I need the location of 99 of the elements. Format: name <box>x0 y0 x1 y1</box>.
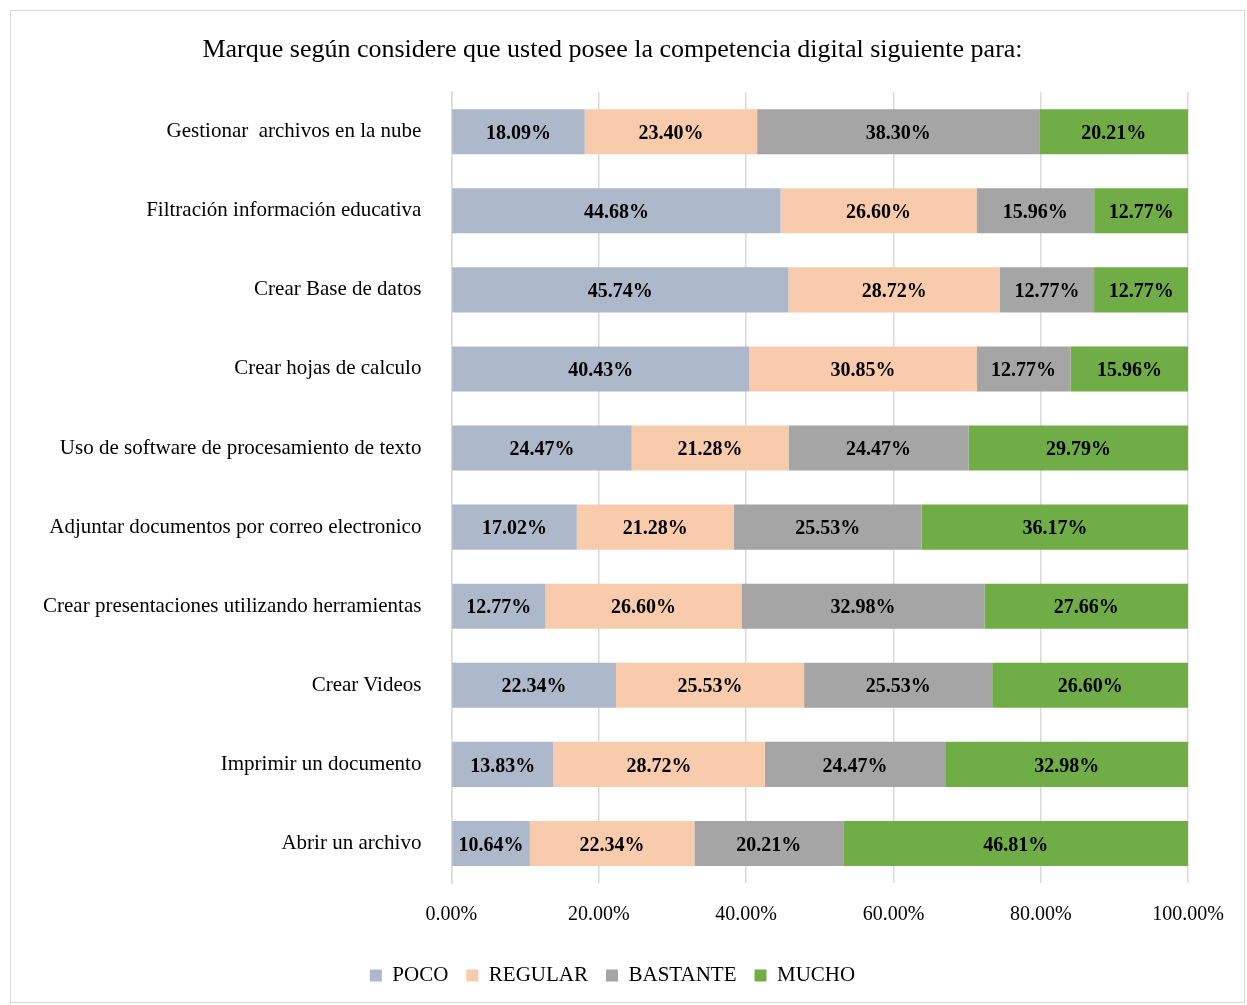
data-label: 18.09% <box>485 120 551 143</box>
y-tick-label: Crear presentaciones utilizando herramientas <box>43 592 422 617</box>
x-tick-label: 60.00% <box>862 902 925 925</box>
y-tick-label: Crear Base de datos <box>254 276 422 301</box>
data-label: 24.47% <box>846 437 912 460</box>
bar <box>804 662 993 708</box>
bar <box>733 504 922 550</box>
data-label: 15.96% <box>1096 358 1162 381</box>
data-label: 26.60% <box>846 199 912 222</box>
legend-label: BASTANTE <box>628 962 737 987</box>
data-label: 20.21% <box>1081 120 1147 143</box>
data-label: 20.21% <box>736 832 802 855</box>
y-tick-label: Uso de software de procesamiento de texto <box>59 434 422 459</box>
data-label: 21.28% <box>622 516 688 539</box>
x-tick-label: 80.00% <box>1009 902 1072 925</box>
bar <box>545 583 742 629</box>
bar <box>584 109 758 155</box>
data-label: 12.77% <box>1014 279 1080 302</box>
bar <box>788 267 1000 313</box>
data-label: 10.64% <box>458 832 524 855</box>
x-tick-label: 0.00% <box>425 902 478 925</box>
y-tick-label: Gestionar archivos en la nube <box>166 118 422 143</box>
bar <box>757 109 1040 155</box>
data-label: 40.43% <box>568 358 634 381</box>
data-label: 24.47% <box>822 753 888 776</box>
x-tick-label: 40.00% <box>715 902 777 925</box>
data-label: 12.77% <box>991 358 1057 381</box>
data-label: 45.74% <box>587 279 653 302</box>
bar <box>749 346 977 392</box>
bar <box>452 346 750 392</box>
y-tick-label: Crear hojas de calculo <box>234 355 422 380</box>
data-label: 17.02% <box>481 516 547 539</box>
data-label: 23.40% <box>638 120 704 143</box>
bar <box>764 741 946 787</box>
x-tick-label: 100.00% <box>1152 902 1225 925</box>
bar <box>945 741 1189 787</box>
bar <box>968 425 1189 471</box>
bar <box>992 662 1189 708</box>
legend-label: POCO <box>392 962 449 987</box>
bar <box>976 346 1071 392</box>
data-label: 28.72% <box>861 279 927 302</box>
data-label: 25.53% <box>677 674 743 697</box>
bar <box>741 583 985 629</box>
bar <box>1094 267 1189 313</box>
bar <box>576 504 734 550</box>
data-label: 12.77% <box>1108 199 1174 222</box>
bar <box>452 267 789 313</box>
bar <box>1039 109 1189 155</box>
legend-label: MUCHO <box>777 962 856 987</box>
bar <box>452 504 577 550</box>
data-label: 44.68% <box>583 199 649 222</box>
data-label: 13.83% <box>470 753 536 776</box>
data-label: 36.17% <box>1022 516 1088 539</box>
bar <box>1094 188 1189 234</box>
data-label: 26.60% <box>610 595 676 618</box>
bar <box>780 188 977 234</box>
bar <box>921 504 1189 550</box>
data-label: 38.30% <box>865 120 931 143</box>
bar <box>616 662 805 708</box>
bar <box>984 583 1189 629</box>
data-label: 12.77% <box>1108 279 1174 302</box>
data-label: 29.79% <box>1046 437 1111 460</box>
bar <box>452 662 617 708</box>
data-label: 25.53% <box>865 674 931 697</box>
chart-title: Marque según considere que usted posee la competencia digital siguiente para: <box>202 34 1023 64</box>
data-label: 30.85% <box>830 358 896 381</box>
data-label: 27.66% <box>1053 595 1119 618</box>
bar <box>452 425 632 471</box>
bar <box>452 583 546 629</box>
y-tick-label: Abrir un archivo <box>281 829 422 854</box>
bar <box>452 109 585 155</box>
data-label: 22.34% <box>579 832 645 855</box>
data-label: 12.77% <box>466 595 532 618</box>
data-label: 24.47% <box>509 437 575 460</box>
legend-label: REGULAR <box>488 962 589 987</box>
y-tick-label: Imprimir un documento <box>220 750 422 775</box>
x-tick-label: 20.00% <box>567 902 630 925</box>
data-label: 15.96% <box>1002 199 1068 222</box>
bar <box>452 188 781 234</box>
bar <box>529 820 695 866</box>
data-label: 22.34% <box>501 674 567 697</box>
bar <box>1000 267 1095 313</box>
y-tick-label: Crear Videos <box>311 671 422 696</box>
data-label: 32.98% <box>1034 753 1100 776</box>
bar <box>843 820 1189 866</box>
bar <box>788 425 969 471</box>
data-label: 25.53% <box>795 516 861 539</box>
bar <box>1070 346 1189 392</box>
data-label: 28.72% <box>626 753 692 776</box>
bar <box>553 741 765 787</box>
bar <box>631 425 789 471</box>
y-tick-label: Filtración información educativa <box>146 197 423 222</box>
bar <box>976 188 1095 234</box>
data-label: 21.28% <box>677 437 743 460</box>
y-tick-label: Adjuntar documentos por correo electronico <box>49 513 422 538</box>
bar <box>694 820 844 866</box>
data-label: 46.81% <box>983 832 1049 855</box>
data-label: 32.98% <box>830 595 896 618</box>
data-label: 26.60% <box>1057 674 1123 697</box>
